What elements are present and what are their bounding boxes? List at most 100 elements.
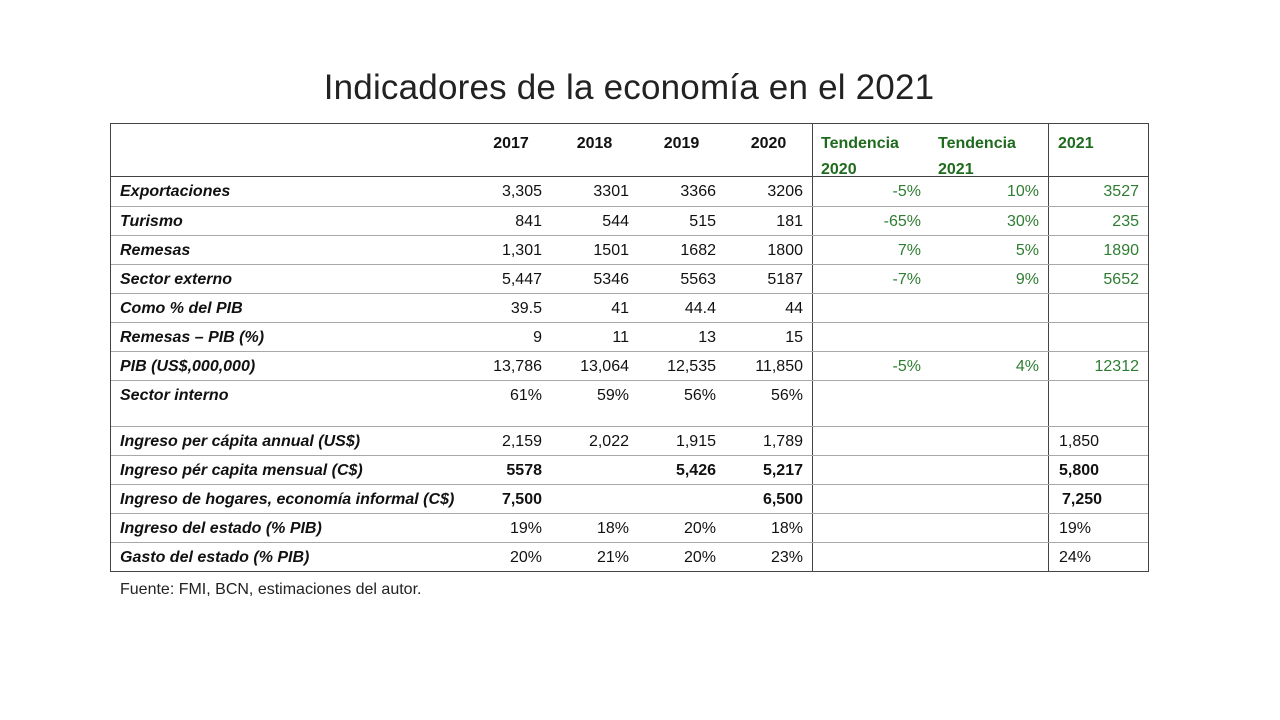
cell-tendencia-2021: 5% — [1015, 242, 1039, 259]
header-2021: 2021 — [1048, 124, 1148, 176]
table-row: Exportaciones 3,305 3301 3366 3206 -5% 1… — [111, 177, 1148, 206]
cell-2017: 5578 — [506, 462, 542, 479]
row-label: Ingreso per cápita annual (US$) — [120, 433, 361, 450]
cell-2018 — [551, 485, 638, 513]
cell-2021: 1890 — [1048, 236, 1148, 264]
row-label: Sector interno — [120, 387, 229, 404]
cell-2018: 2,022 — [588, 433, 629, 450]
row-label: Sector externo — [120, 271, 233, 288]
header-tendencia-2021: Tendencia 2021 — [938, 135, 1016, 178]
cell-2017: 7,500 — [501, 491, 542, 508]
cell-2020: 11,850 — [755, 358, 803, 375]
table-row: Sector interno 61% 59% 56% 56% — [111, 380, 1148, 426]
cell-tendencia-2020 — [812, 456, 930, 484]
cell-2018: 544 — [602, 213, 629, 230]
table-row: Ingreso per cápita annual (US$) 2,159 2,… — [111, 426, 1148, 455]
cell-2017: 1,301 — [501, 242, 542, 259]
header-label-cell — [111, 124, 471, 176]
cell-2020: 1,789 — [762, 433, 803, 450]
economy-table: 2017 2018 2019 2020 Tendencia 2020 Tende… — [110, 123, 1149, 572]
cell-2021: 12312 — [1048, 352, 1148, 380]
row-label: Ingreso de hogares, economía informal (C… — [120, 491, 455, 508]
cell-2018 — [551, 456, 638, 484]
cell-tendencia-2021 — [930, 381, 1048, 426]
cell-2020: 181 — [776, 213, 803, 230]
cell-2021 — [1048, 294, 1148, 322]
cell-2021: 235 — [1048, 207, 1148, 235]
cell-2019: 20% — [683, 549, 716, 566]
cell-2018: 5346 — [593, 271, 629, 288]
cell-2020: 5,217 — [762, 462, 803, 479]
cell-2020: 15 — [785, 329, 803, 346]
header-2019: 2019 — [663, 135, 700, 152]
cell-2018: 59% — [596, 387, 629, 404]
cell-2017: 2,159 — [501, 433, 542, 450]
cell-2019: 12,535 — [667, 358, 716, 375]
page-title: Indicadores de la economía en el 2021 — [323, 68, 935, 107]
cell-2021: 7,250 — [1048, 485, 1148, 513]
header-tendencia-2020: Tendencia 2020 — [812, 124, 930, 178]
row-label: Remesas – PIB (%) — [120, 329, 265, 346]
cell-2021 — [1048, 323, 1148, 351]
cell-tendencia-2020 — [812, 427, 930, 455]
row-label: Ingreso pér capita mensual (C$) — [120, 462, 363, 479]
cell-2019: 5,426 — [675, 462, 716, 479]
cell-2021: 1,850 — [1048, 427, 1148, 455]
cell-tendencia-2020 — [812, 323, 930, 351]
cell-2021: 24% — [1048, 543, 1148, 571]
cell-2019: 44.4 — [684, 300, 716, 317]
cell-2021: 5,800 — [1048, 456, 1148, 484]
cell-2017: 9 — [533, 329, 542, 346]
table-row: Sector externo 5,447 5346 5563 5187 -7% … — [111, 264, 1148, 293]
cell-2017: 19% — [509, 520, 542, 537]
cell-2018: 13,064 — [580, 358, 629, 375]
cell-2020: 44 — [785, 300, 803, 317]
cell-2019: 3366 — [680, 183, 716, 200]
cell-2020: 56% — [770, 387, 803, 404]
table-row: Turismo 841 544 515 181 -65% 30% 235 — [111, 206, 1148, 235]
cell-tendencia-2020 — [812, 543, 930, 571]
cell-tendencia-2021: 9% — [1015, 271, 1039, 288]
cell-tendencia-2021: 10% — [1006, 183, 1039, 200]
cell-tendencia-2020: -65% — [812, 207, 930, 235]
cell-2019: 13 — [698, 329, 716, 346]
cell-2020: 6,500 — [762, 491, 803, 508]
row-label: Ingreso del estado (% PIB) — [120, 520, 322, 537]
table-row: Ingreso de hogares, economía informal (C… — [111, 484, 1148, 513]
row-label: Remesas — [120, 242, 191, 259]
cell-2019: 1,915 — [675, 433, 716, 450]
source-note: Fuente: FMI, BCN, estimaciones del autor… — [120, 581, 422, 598]
cell-tendencia-2021 — [930, 543, 1048, 571]
table-row: Gasto del estado (% PIB) 20% 21% 20% 23%… — [111, 542, 1148, 571]
cell-tendencia-2020: -5% — [812, 177, 930, 206]
cell-2017: 20% — [509, 549, 542, 566]
row-label: Como % del PIB — [120, 300, 243, 317]
header-2017: 2017 — [493, 135, 529, 152]
cell-tendencia-2020 — [812, 485, 930, 513]
cell-2017: 3,305 — [501, 183, 542, 200]
cell-2017: 5,447 — [501, 271, 542, 288]
cell-tendencia-2020: -7% — [812, 265, 930, 293]
cell-2018: 1501 — [593, 242, 629, 259]
cell-tendencia-2020 — [812, 294, 930, 322]
row-label: Exportaciones — [120, 183, 231, 200]
cell-2018: 3301 — [593, 183, 629, 200]
cell-2020: 3206 — [767, 183, 803, 200]
header-2020: 2020 — [750, 135, 787, 152]
cell-2019: 1682 — [680, 242, 716, 259]
cell-2018: 21% — [596, 549, 629, 566]
cell-tendencia-2021: 30% — [1006, 213, 1039, 230]
cell-2018: 18% — [596, 520, 629, 537]
cell-tendencia-2020 — [812, 514, 930, 542]
cell-tendencia-2020: -5% — [812, 352, 930, 380]
cell-2018: 11 — [612, 329, 629, 346]
cell-2020: 23% — [770, 549, 803, 566]
cell-2019 — [638, 485, 725, 513]
cell-tendencia-2021 — [930, 323, 1048, 351]
cell-2021: 3527 — [1048, 177, 1148, 206]
cell-tendencia-2021 — [930, 485, 1048, 513]
cell-tendencia-2021 — [930, 456, 1048, 484]
row-label: Turismo — [120, 213, 183, 230]
table-header-row: 2017 2018 2019 2020 Tendencia 2020 Tende… — [111, 124, 1148, 178]
cell-2021: 5652 — [1048, 265, 1148, 293]
